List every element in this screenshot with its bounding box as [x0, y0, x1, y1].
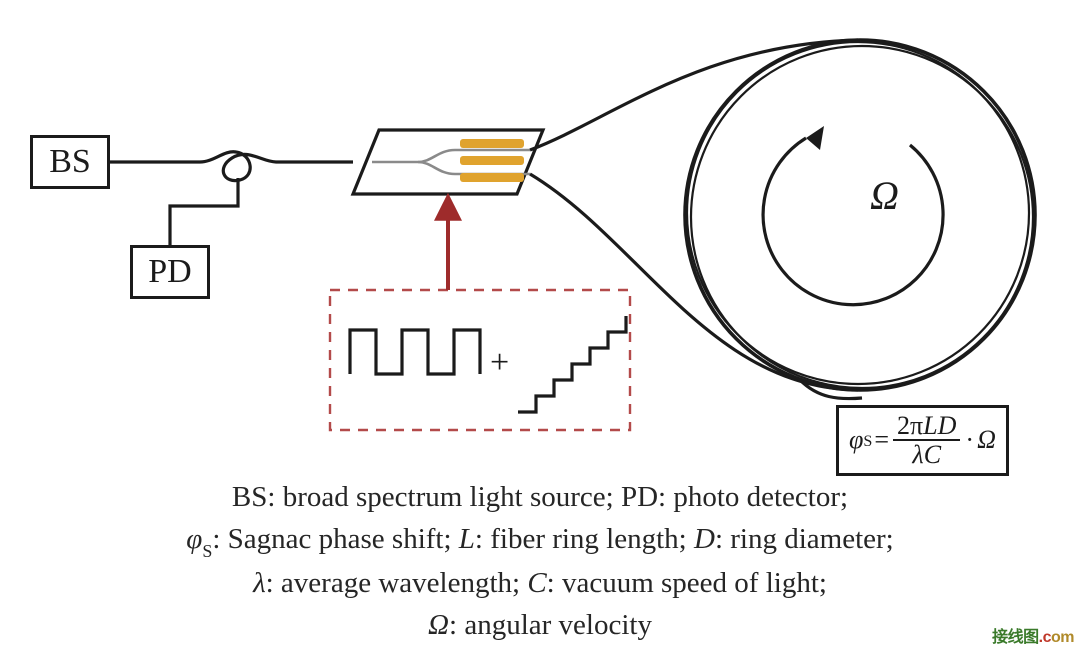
ioc-chip [353, 130, 543, 194]
fraction: 2πLD λC [893, 412, 960, 469]
pd-label: PD [148, 253, 191, 291]
den-C: C [924, 440, 941, 469]
pd-label-box: PD [130, 245, 210, 299]
staircase [518, 316, 626, 412]
legend-line3: λ: average wavelength; C: vacuum speed o… [0, 562, 1080, 604]
dot: · [965, 425, 974, 455]
eq: = [874, 425, 889, 455]
legend: BS: broad spectrum light source; PD: pho… [0, 476, 1080, 646]
legend-line4: Ω: angular velocity [0, 604, 1080, 646]
num-D: D [938, 411, 957, 440]
den-lambda: λ [912, 440, 923, 469]
num-2pi: 2π [897, 411, 923, 440]
rotation-arrow [763, 126, 943, 305]
legend-line1: BS: broad spectrum light source; PD: pho… [0, 476, 1080, 518]
phi-symbol: φ [849, 425, 863, 455]
watermark: 接线图.com [992, 623, 1074, 647]
bs-label: BS [49, 143, 91, 181]
fiber-to-ring [530, 40, 858, 390]
num-L: L [923, 411, 937, 440]
omega-symbol: Ω [870, 172, 899, 219]
fiber-coupler [170, 152, 276, 245]
bs-label-box: BS [30, 135, 110, 189]
formula-box: φS = 2πLD λC · Ω [836, 405, 1009, 476]
phi-sub: S [863, 433, 872, 451]
plus-sign: + [490, 344, 509, 382]
fiber-ring [685, 40, 1035, 399]
formula-omega: Ω [977, 425, 996, 455]
square-wave [350, 330, 480, 374]
legend-line2: φS: Sagnac phase shift; L: fiber ring le… [0, 518, 1080, 562]
